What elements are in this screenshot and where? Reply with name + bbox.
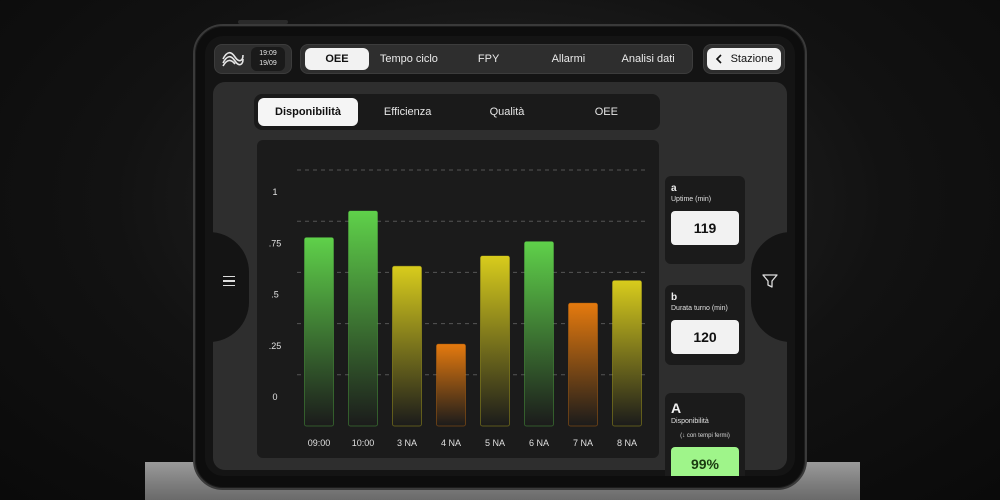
main-panel: Disponibilità Efficienza Qualità OEE 0 .2…: [205, 82, 795, 476]
x-tick-label: 3 NA: [397, 438, 417, 448]
card-disponibilita-value: 99%: [671, 447, 739, 476]
logo-clock-box: 19:09 19/09: [214, 44, 292, 74]
card-disponibilita-hint: (↓ con tempi fermi): [680, 433, 730, 439]
clock-date: 19/09: [259, 60, 277, 67]
card-durata-value: 120: [671, 320, 739, 354]
chart-bar[interactable]: [524, 241, 554, 427]
tab-oee[interactable]: OEE: [305, 48, 369, 70]
tab-efficienza[interactable]: Efficienza: [383, 106, 432, 118]
chart-bar[interactable]: [304, 237, 334, 427]
card-durata-turno: b Durata turno (min) 120: [665, 285, 745, 365]
x-tick-label: 6 NA: [529, 438, 549, 448]
clock: 19:09 19/09: [251, 47, 285, 71]
card-disponibilita: A Disponibilità (↓ con tempi fermi) 99%: [665, 393, 745, 476]
y-tick-label: .75: [269, 238, 282, 248]
tab-fpy[interactable]: FPY: [477, 53, 500, 65]
brand-logo-icon: [222, 51, 244, 67]
x-tick-label: 09:00: [308, 438, 331, 448]
x-tick-label: 7 NA: [573, 438, 593, 448]
x-tick-label: 5 NA: [485, 438, 505, 448]
tab-disponibilita[interactable]: Disponibilità: [258, 98, 358, 126]
top-navigation: OEE Tempo ciclo FPY Allarmi Analisi dati: [300, 44, 693, 74]
sub-navigation: Disponibilità Efficienza Qualità OEE: [254, 94, 660, 130]
card-uptime-label: Uptime (min): [671, 196, 712, 203]
card-disponibilita-letter: A: [671, 400, 682, 416]
tab-qualita[interactable]: Qualità: [489, 106, 525, 118]
station-button[interactable]: Stazione: [707, 48, 781, 70]
right-notch: [751, 232, 795, 342]
card-uptime: a Uptime (min) 119: [665, 176, 745, 264]
station-label: Stazione: [730, 53, 774, 65]
screen: 19:09 19/09 OEE Tempo ciclo FPY Allarmi …: [205, 36, 795, 476]
tablet-top-button: [238, 20, 288, 24]
chart-svg: 0 .25 .5 .75 1 09:00 10:00 3 NA 4 NA 5 NA 6 NA 7 NA…: [269, 169, 649, 448]
chart-bar[interactable]: [480, 255, 510, 427]
chart-bar[interactable]: [392, 265, 422, 427]
filter-icon[interactable]: [761, 272, 779, 290]
tab-tempo-ciclo[interactable]: Tempo ciclo: [379, 53, 438, 65]
y-tick-label: 0: [272, 392, 277, 402]
left-notch: [205, 232, 249, 342]
tab-analisi-dati[interactable]: Analisi dati: [621, 53, 675, 65]
chart-bar[interactable]: [612, 280, 642, 427]
chart-bar[interactable]: [436, 343, 466, 427]
menu-icon[interactable]: [223, 273, 239, 289]
card-uptime-letter: a: [671, 183, 677, 194]
station-button-wrap: Stazione: [703, 44, 785, 74]
chart-bar[interactable]: [348, 210, 378, 427]
tab-oee-sub[interactable]: OEE: [594, 106, 618, 118]
y-tick-label: .5: [271, 290, 279, 300]
y-tick-label: .25: [269, 341, 282, 351]
x-tick-label: 10:00: [352, 438, 375, 448]
card-disponibilita-label: Disponibilità: [671, 418, 709, 425]
tab-allarmi[interactable]: Allarmi: [551, 53, 586, 65]
x-tick-label: 4 NA: [441, 438, 461, 448]
availability-chart: 0 .25 .5 .75 1 09:00 10:00 3 NA 4 NA 5 NA 6 NA 7 NA…: [257, 140, 659, 458]
y-tick-label: 1: [272, 187, 277, 197]
x-tick-label: 8 NA: [617, 438, 637, 448]
chevron-left-icon: [715, 54, 722, 64]
card-durata-letter: b: [671, 292, 678, 303]
card-uptime-value: 119: [671, 211, 739, 245]
clock-time: 19:09: [259, 50, 277, 57]
card-durata-label: Durata turno (min): [671, 305, 728, 312]
chart-bar[interactable]: [568, 302, 598, 427]
